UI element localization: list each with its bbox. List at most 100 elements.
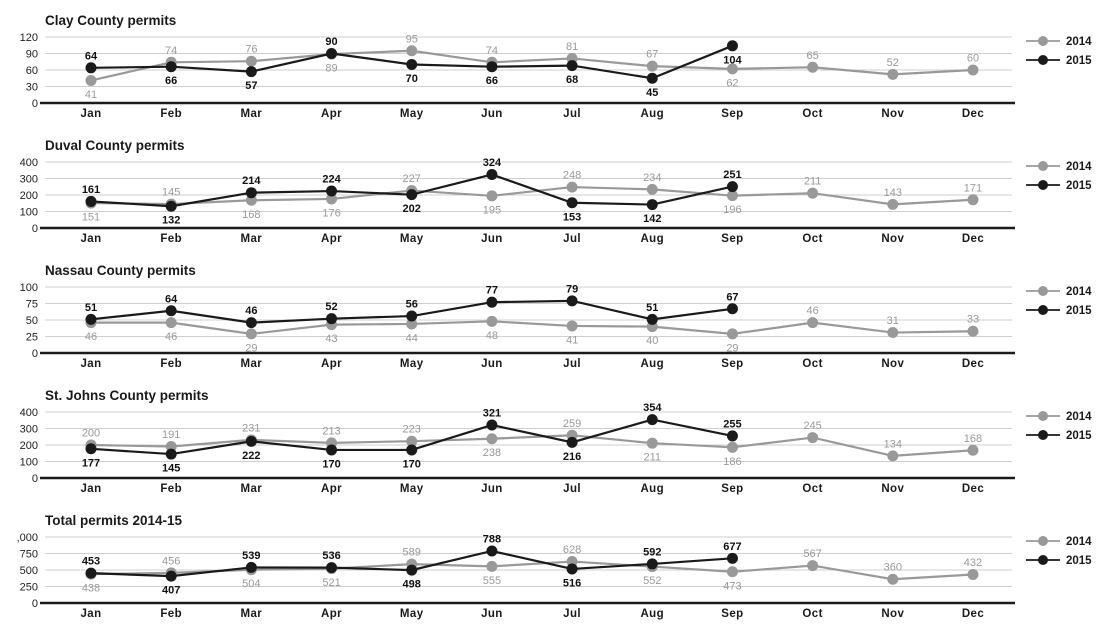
- data-point-2014: [326, 193, 338, 205]
- data-label-2014: 145: [162, 187, 180, 199]
- data-point-2015: [726, 430, 738, 442]
- data-label-2015: 592: [643, 546, 661, 558]
- y-axis-tick-label: 300: [20, 424, 38, 436]
- x-axis-tick-label: May: [400, 233, 424, 245]
- data-point-2015: [566, 60, 578, 72]
- data-label-2014: 231: [242, 422, 260, 434]
- data-label-2014: 552: [643, 575, 661, 587]
- data-label-2015: 51: [646, 302, 658, 314]
- x-axis-tick-label: Jan: [80, 483, 101, 495]
- data-label-2014: 168: [964, 433, 982, 445]
- data-point-2015: [326, 185, 338, 197]
- data-label-2014: 52: [887, 57, 899, 69]
- x-axis-tick-label: Nov: [881, 483, 904, 495]
- x-axis-tick-label: Dec: [962, 608, 985, 620]
- y-axis-tick-label: 50: [26, 315, 38, 327]
- legend-label-2014: 2014: [1066, 36, 1092, 48]
- x-axis-tick-label: Oct: [802, 608, 822, 620]
- data-point-2015: [406, 564, 418, 576]
- data-point-2015: [326, 313, 338, 325]
- data-point-2014: [85, 74, 97, 86]
- data-point-2014: [807, 432, 819, 444]
- y-axis-tick-label: 200: [20, 440, 38, 452]
- data-point-2014: [807, 317, 819, 329]
- data-label-2014: 31: [887, 315, 899, 327]
- data-label-2015: 153: [563, 211, 581, 223]
- data-point-2014: [406, 435, 418, 447]
- data-label-2014: 134: [884, 438, 902, 450]
- x-axis-tick-label: Mar: [241, 483, 263, 495]
- data-point-2015: [646, 414, 658, 426]
- chart-duval-county-permits: Duval County permits 0 100 200 300 400 Jan Feb…: [0, 125, 1100, 250]
- y-axis-tick-label: 100: [20, 282, 38, 294]
- data-label-2014: 46: [165, 331, 177, 343]
- x-axis-tick-label: Feb: [160, 483, 182, 495]
- data-label-2015: 132: [162, 215, 180, 227]
- x-axis-tick-label: Nov: [881, 608, 904, 620]
- y-axis-tick-label: 100: [20, 207, 38, 219]
- data-point-2014: [887, 327, 899, 339]
- legend-marker-dot: [1038, 55, 1048, 65]
- x-axis-tick-label: Feb: [160, 108, 182, 120]
- y-axis-tick-label: 200: [20, 190, 38, 202]
- data-label-2015: 788: [483, 533, 501, 545]
- x-axis-tick-label: Aug: [640, 233, 664, 245]
- data-point-2014: [486, 560, 498, 572]
- data-point-2014: [807, 560, 819, 572]
- data-label-2014: 567: [803, 548, 821, 560]
- data-label-2015: 677: [723, 541, 741, 553]
- chart-st-johns-county-permits: St. Johns County permits 0 100 200 300 400 Ja…: [0, 375, 1100, 500]
- data-label-2014: 245: [803, 420, 821, 432]
- data-point-2014: [887, 198, 899, 210]
- x-axis-tick-label: Apr: [321, 483, 342, 495]
- data-point-2014: [726, 566, 738, 578]
- x-axis-tick-label: Oct: [802, 108, 822, 120]
- y-axis-tick-label: 90: [26, 49, 38, 61]
- data-point-2015: [326, 444, 338, 456]
- y-axis-tick-label: 0: [32, 98, 38, 110]
- series-line-2014: [91, 320, 973, 335]
- data-label-2015: 177: [82, 457, 100, 469]
- x-axis-tick-label: Jul: [563, 608, 581, 620]
- x-axis-tick-label: Jan: [80, 108, 101, 120]
- x-axis-tick-label: Aug: [640, 608, 664, 620]
- line-chart-canvas: 0 30 60 90 120 Jan Feb Mar Apr May Jun Jul Aug Sep Oct…: [20, 32, 1093, 120]
- data-label-2014: 46: [85, 331, 97, 343]
- data-label-2014: 48: [486, 330, 498, 342]
- data-point-2014: [486, 190, 498, 202]
- chart-total-permits: Total permits 2014-15 0 250 500 750 ,000 Jan F…: [0, 500, 1100, 625]
- data-point-2015: [566, 295, 578, 307]
- data-point-2014: [807, 187, 819, 199]
- data-point-2014: [646, 60, 658, 72]
- data-label-2014: 65: [806, 50, 818, 62]
- x-axis-tick-label: Sep: [721, 608, 743, 620]
- data-label-2014: 143: [884, 187, 902, 199]
- data-label-2014: 196: [723, 204, 741, 216]
- data-point-2014: [245, 55, 257, 67]
- data-point-2014: [566, 181, 578, 193]
- data-label-2014: 456: [162, 555, 180, 567]
- x-axis-tick-label: Feb: [160, 358, 182, 370]
- x-axis-tick-label: Nov: [881, 108, 904, 120]
- line-chart-canvas: 0 25 50 75 100 Jan Feb Mar Apr May Jun Jul Aug Sep Oct…: [20, 282, 1093, 370]
- chart-clay-county-permits: Clay County permits 0 30 60 90 120 Jan Feb Mar A…: [0, 0, 1100, 125]
- x-axis-tick-label: Aug: [640, 483, 664, 495]
- y-axis-tick-label: 100: [20, 457, 38, 469]
- data-point-2014: [486, 433, 498, 445]
- data-label-2015: 516: [563, 577, 581, 589]
- y-axis-tick-label: 75: [26, 299, 38, 311]
- y-axis-tick-label: 0: [32, 598, 38, 610]
- data-label-2014: 33: [967, 314, 979, 326]
- legend-label-2014: 2014: [1066, 536, 1092, 548]
- data-point-2014: [726, 328, 738, 340]
- data-point-2014: [967, 194, 979, 206]
- x-axis-tick-label: Jun: [481, 108, 503, 120]
- x-axis-tick-label: Apr: [321, 108, 342, 120]
- data-point-2015: [726, 303, 738, 315]
- data-label-2014: 238: [483, 447, 501, 459]
- data-point-2014: [406, 45, 418, 57]
- data-label-2014: 628: [563, 544, 581, 556]
- y-axis-tick-label: 750: [20, 549, 38, 561]
- x-axis-tick-label: Jun: [481, 358, 503, 370]
- data-label-2014: 521: [322, 577, 340, 589]
